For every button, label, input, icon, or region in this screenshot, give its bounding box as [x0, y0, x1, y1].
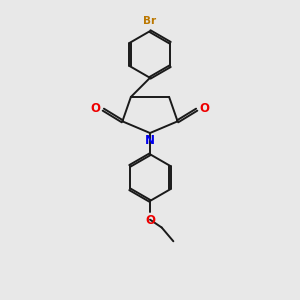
Text: O: O [91, 102, 101, 115]
Text: O: O [145, 214, 155, 227]
Text: N: N [145, 134, 155, 147]
Text: O: O [199, 102, 209, 115]
Text: Br: Br [143, 16, 157, 26]
